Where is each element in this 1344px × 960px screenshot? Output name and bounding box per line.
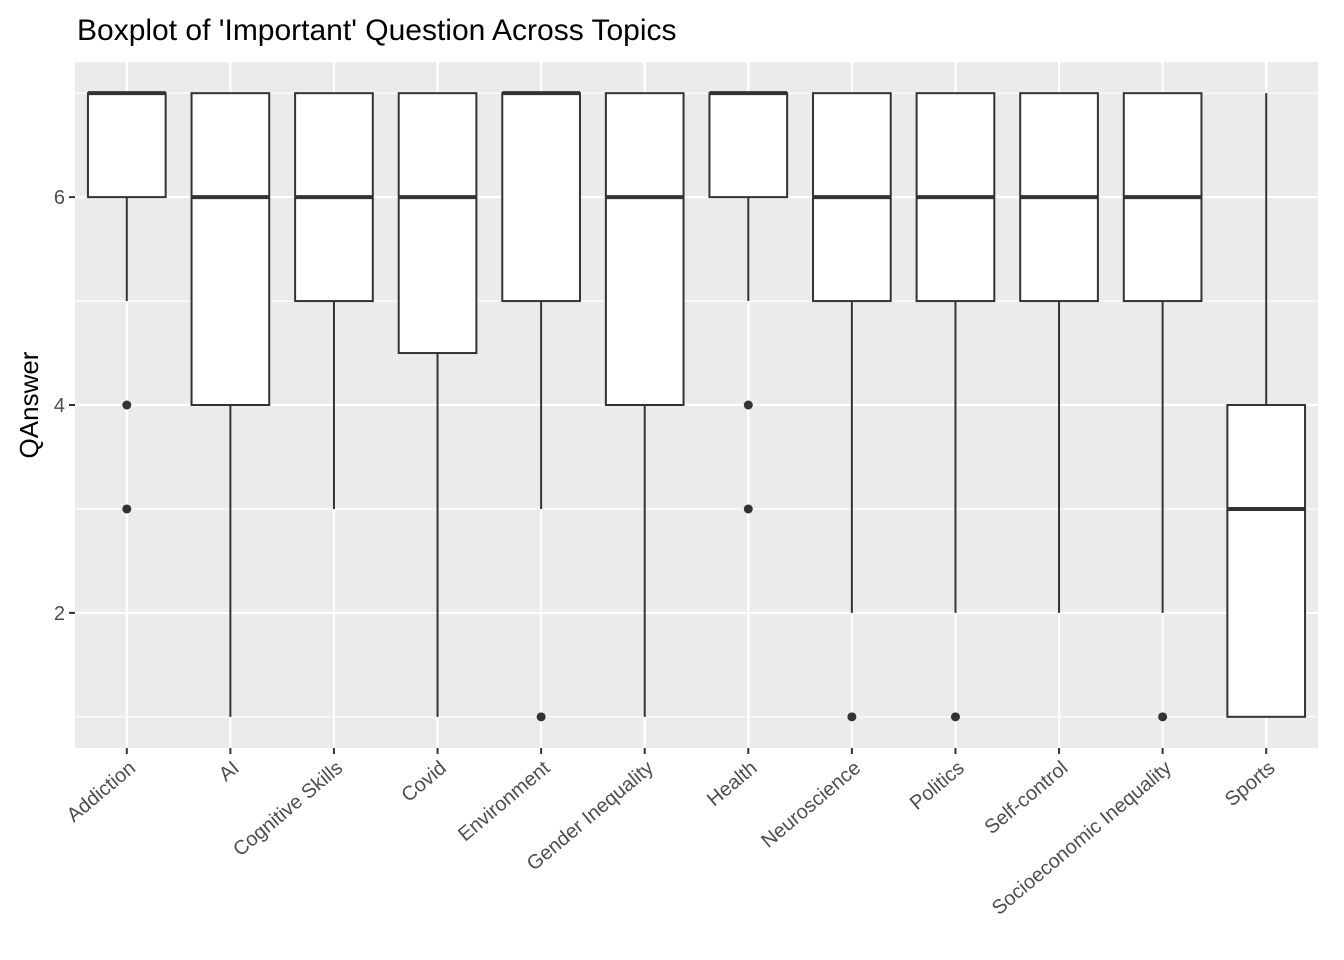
x-tick-label: Self-control	[981, 757, 1073, 839]
x-tick-label: Neuroscience	[757, 757, 865, 852]
x-tick-label: Socioeconomic Inequality	[988, 757, 1176, 920]
box-group	[86, 91, 1307, 722]
box-body	[190, 92, 271, 406]
outlier-point	[743, 400, 753, 410]
box-environment	[501, 91, 581, 722]
box-neuroscience	[812, 92, 892, 722]
box-body	[501, 92, 581, 303]
box-covid	[397, 92, 478, 717]
box-ai	[190, 92, 271, 717]
box-body	[604, 92, 685, 406]
box-politics	[915, 92, 996, 722]
outlier-point	[743, 504, 753, 514]
minor-gridlines	[75, 92, 1318, 718]
box-addiction	[86, 91, 167, 514]
x-tick-label: Addiction	[63, 757, 140, 827]
box-health	[708, 91, 789, 514]
x-tick-label: AI	[215, 757, 244, 786]
outlier-point	[1158, 712, 1168, 722]
box-socioeconomic-inequality	[1122, 92, 1203, 722]
x-tick-label: Politics	[906, 757, 969, 815]
y-tick-label: 4	[54, 395, 65, 417]
box-self-control	[1019, 92, 1099, 613]
outlier-point	[847, 712, 857, 722]
outlier-point	[122, 400, 132, 410]
box-body	[708, 92, 789, 199]
y-axis-title: QAnswer	[14, 351, 44, 458]
x-tick-label: Cognitive Skills	[229, 757, 347, 861]
box-cognitive-skills	[294, 92, 374, 509]
box-sports	[1226, 93, 1307, 718]
box-body	[397, 92, 478, 355]
outlier-point	[536, 712, 546, 722]
outlier-point	[950, 712, 960, 722]
box-gender-inequality	[604, 92, 685, 717]
y-axis: 2 4 6	[54, 187, 75, 625]
x-tick-label: Health	[703, 757, 761, 811]
box-body	[86, 92, 167, 199]
x-tick-label: Environment	[454, 757, 554, 846]
y-tick-label: 6	[54, 187, 65, 209]
x-tick-label: Covid	[397, 757, 450, 807]
box-body	[1226, 404, 1307, 718]
outlier-point	[122, 504, 132, 514]
x-tick-label: Sports	[1221, 757, 1279, 811]
y-tick-label: 2	[54, 603, 65, 625]
chart-title: Boxplot of 'Important' Question Across T…	[77, 14, 677, 47]
